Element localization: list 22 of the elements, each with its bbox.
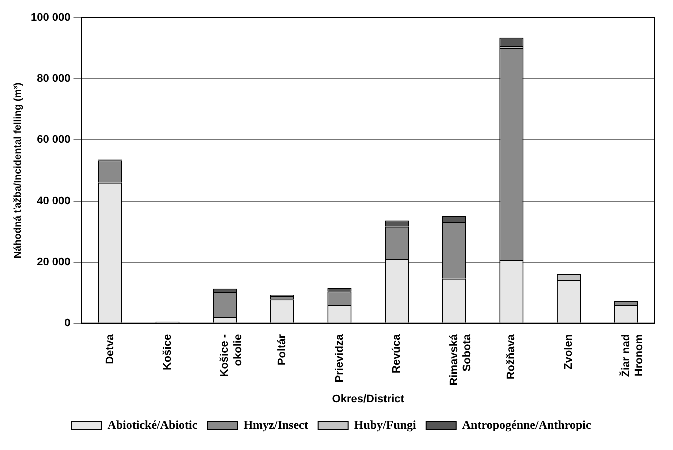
y-tick-label: 80 000 <box>37 73 71 86</box>
y-tick-label: 60 000 <box>37 134 71 146</box>
x-tick-label: Prievidza <box>334 334 346 383</box>
y-axis-title: Náhodná ťažba/Incidental felling (m³) <box>12 82 24 259</box>
legend-label: Antropogénne/Anthropic <box>462 418 592 432</box>
legend-label: Huby/Fungi <box>354 418 418 432</box>
y-tick-label: 40 000 <box>37 195 71 208</box>
x-tick-label: Košice <box>162 334 174 371</box>
legend-label: Hmyz/Insect <box>244 418 308 432</box>
y-tick-label: 100 000 <box>30 12 71 24</box>
x-tick-label: Poltár <box>276 334 288 366</box>
x-tick-label: Revúca <box>391 334 404 374</box>
x-tick-label: Rimavská Sobota <box>448 334 474 386</box>
x-tick-label: Žiar nad Hronom <box>619 334 646 378</box>
x-tick-label: Rožňava <box>506 334 518 380</box>
x-tick-label: Detva <box>104 334 116 364</box>
y-tick-label: 0 <box>64 317 71 330</box>
x-axis-title: Okres/District <box>332 393 405 406</box>
x-tick-label: Košice - okolie <box>219 334 244 378</box>
x-tick-label: Zvolen <box>563 334 576 370</box>
y-tick-label: 20 000 <box>37 256 71 268</box>
legend-label: Abiotické/Abiotic <box>108 418 198 432</box>
